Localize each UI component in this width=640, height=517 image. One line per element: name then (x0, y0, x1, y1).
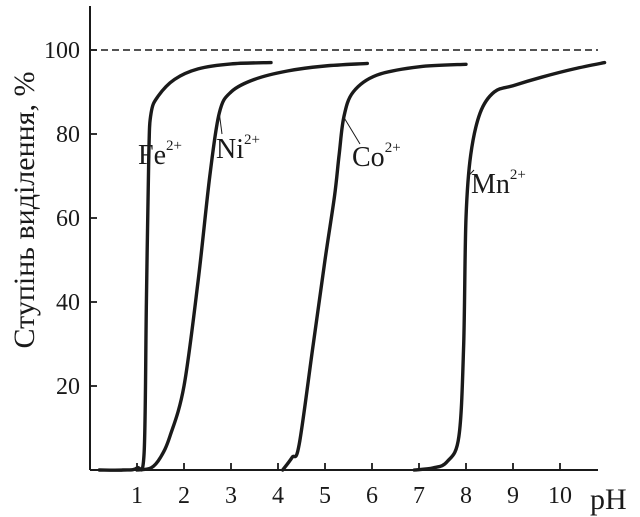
x-tick-label: 6 (366, 483, 378, 509)
y-axis-title: Ступінь виділення, % (8, 72, 41, 349)
leader-line-fe (149, 112, 152, 141)
x-tick-label: 8 (460, 483, 472, 509)
series-label-name: Co (352, 142, 385, 173)
tick-labels: 1 2 3 4 5 6 7 8 9 10 20 40 60 80 100 (44, 38, 572, 509)
leader-line-mn (467, 169, 475, 177)
y-tick-label: 60 (56, 206, 80, 232)
y-tick-label: 40 (56, 290, 80, 316)
series-label-charge: 2+ (510, 167, 526, 183)
axes (89, 6, 598, 471)
series-line-co (281, 62, 468, 472)
series-label-co: Co2+ (352, 140, 401, 173)
y-tick-label: 100 (44, 38, 80, 64)
series-labels: Fe2+ Ni2+Co2+Mn2+ (138, 112, 526, 200)
x-tick-label: 9 (507, 483, 519, 509)
series-label-charge: 2+ (244, 132, 260, 148)
leader-line-co (343, 116, 361, 145)
series-label-mn: Mn2+ (471, 167, 526, 200)
series-group (97, 60, 607, 472)
series-label-name: Mn (471, 169, 510, 200)
x-tick-label: 2 (178, 483, 190, 509)
x-tick-label: 3 (225, 483, 237, 509)
series-label-name: Ni (216, 134, 244, 165)
series-label-ni: Ni2+ (216, 132, 260, 165)
series-label-name: Fe (138, 140, 166, 171)
series-line-mn (412, 60, 607, 472)
series-label-charge: 2+ (166, 138, 182, 154)
series-label-fe: Fe2+ (138, 138, 182, 171)
series-label-charge: 2+ (385, 140, 401, 156)
y-tick-label: 20 (56, 374, 80, 400)
x-tick-label: 4 (272, 483, 284, 509)
x-tick-label: 10 (548, 483, 572, 509)
y-tick-label: 80 (56, 122, 80, 148)
x-tick-label: 7 (413, 483, 425, 509)
series-line-ni (135, 61, 369, 472)
x-axis-title: pH (590, 483, 627, 516)
x-tick-label: 1 (131, 483, 143, 509)
x-tick-label: 5 (319, 483, 331, 509)
leader-line-ni (218, 112, 223, 135)
series-line-fe (97, 60, 273, 472)
